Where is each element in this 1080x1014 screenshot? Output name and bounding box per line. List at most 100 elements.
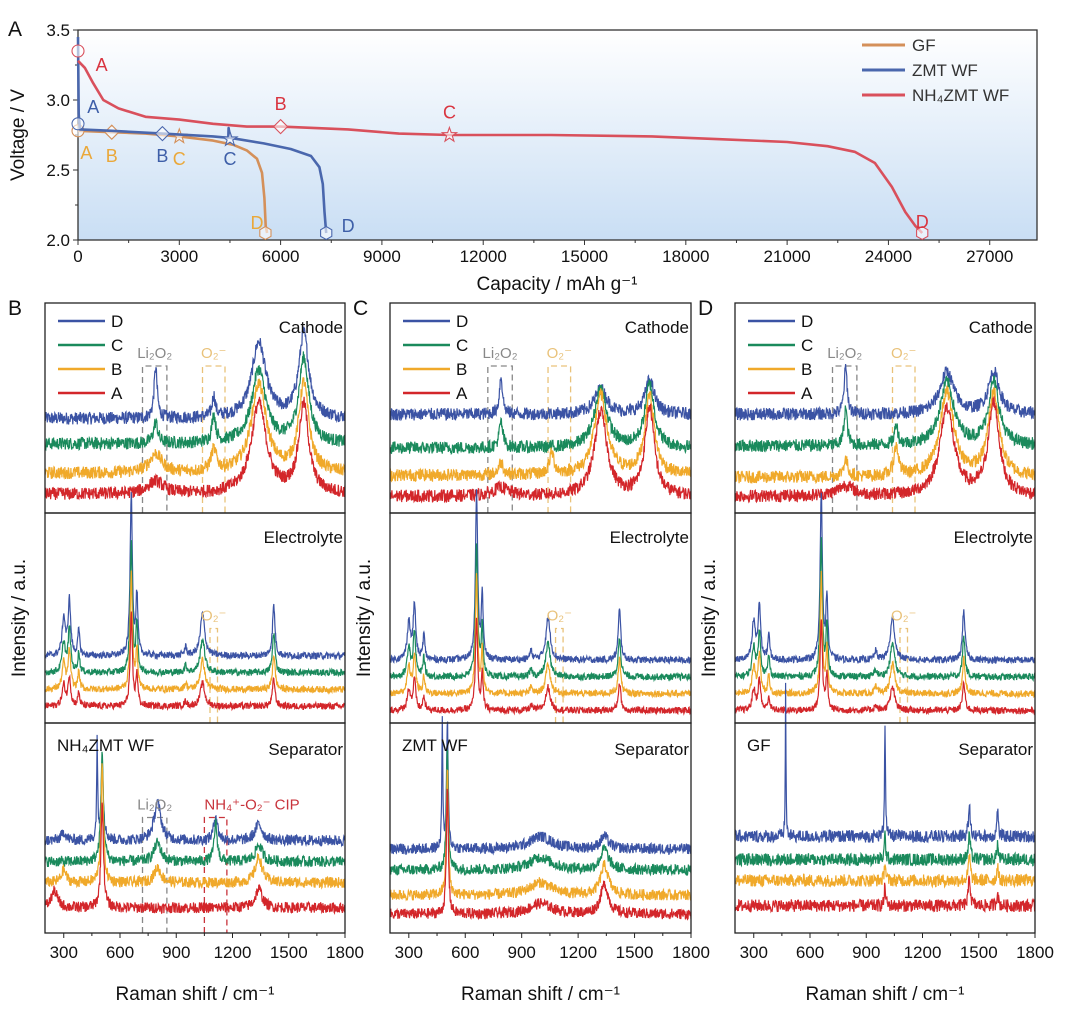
x-tick-label: 900 bbox=[852, 943, 880, 962]
panel-label: C bbox=[353, 297, 368, 320]
spectrum-cathode-c bbox=[45, 351, 345, 452]
spectrum-electrolyte-b bbox=[45, 570, 345, 695]
legend-label: C bbox=[801, 336, 813, 355]
annotation-box bbox=[203, 816, 228, 933]
x-axis-label: Raman shift / cm⁻¹ bbox=[116, 984, 275, 1005]
marker-hexagon bbox=[259, 225, 272, 241]
point-label: A bbox=[80, 143, 92, 163]
spectrum-separator-b bbox=[45, 763, 345, 890]
annotation-label: NH₄⁺-O₂⁻ CIP bbox=[204, 797, 299, 814]
legend-label: NH₄ZMT WF bbox=[912, 86, 1009, 105]
panel-label: B bbox=[8, 297, 22, 320]
section-label: Cathode bbox=[969, 318, 1033, 337]
spectrum-electrolyte-a bbox=[735, 619, 1035, 716]
spectrum-electrolyte-a bbox=[45, 611, 345, 712]
spectrum-cathode-a bbox=[390, 403, 691, 504]
legend-label: D bbox=[801, 312, 813, 331]
x-tick-label: 1500 bbox=[616, 943, 654, 962]
x-tick-label: 1500 bbox=[270, 943, 308, 962]
x-tick-label: 1200 bbox=[214, 943, 252, 962]
section-cathode bbox=[735, 363, 1035, 513]
marker-star bbox=[221, 130, 239, 147]
section-label: Separator bbox=[268, 740, 343, 759]
legend-label: GF bbox=[912, 36, 936, 55]
annotation-label: O₂⁻ bbox=[201, 345, 226, 362]
x-tick-label: 0 bbox=[73, 247, 82, 266]
sample-label: ZMT WF bbox=[402, 736, 468, 755]
x-tick-label: 18000 bbox=[662, 247, 709, 266]
y-tick-label: 3.5 bbox=[46, 21, 70, 40]
sample-label: NH₄ZMT WF bbox=[57, 736, 154, 755]
x-tick-label: 24000 bbox=[865, 247, 912, 266]
panel-label-a: A bbox=[8, 18, 22, 41]
marker-diamond bbox=[272, 118, 289, 135]
spectrum-cathode-b bbox=[45, 377, 345, 480]
section-separator bbox=[45, 734, 345, 933]
marker-diamond bbox=[154, 125, 171, 142]
spectrum-cathode-a bbox=[735, 396, 1035, 504]
section-label: Cathode bbox=[279, 318, 343, 337]
spectrum-electrolyte-c bbox=[735, 537, 1035, 682]
spectrum-electrolyte-d bbox=[735, 492, 1035, 665]
section-label: Cathode bbox=[625, 318, 689, 337]
spectrum-separator-a bbox=[735, 875, 1035, 914]
spectrum-separator-b bbox=[390, 768, 691, 902]
section-frame bbox=[389, 722, 692, 934]
spectrum-separator-d bbox=[735, 682, 1035, 844]
annotation-label: O₂⁻ bbox=[891, 608, 916, 625]
y-tick-label: 2.0 bbox=[46, 231, 70, 250]
x-tick-label: 1200 bbox=[559, 943, 597, 962]
y-axis-label: Voltage / V bbox=[8, 89, 29, 181]
section-frame bbox=[44, 722, 346, 934]
annotation-label: O₂⁻ bbox=[547, 608, 572, 625]
marker-hexagon bbox=[916, 225, 929, 241]
spectrum-cathode-d bbox=[45, 326, 345, 425]
section-electrolyte bbox=[45, 492, 345, 723]
x-tick-label: 1800 bbox=[326, 943, 364, 962]
legend-label: B bbox=[111, 360, 122, 379]
raman-panel-d: D Intensity / a.u. Raman shift / cm⁻¹ Li₂O₂… bbox=[698, 297, 1054, 1005]
annotation-box bbox=[487, 365, 513, 513]
spectrum-separator-d bbox=[390, 716, 691, 856]
annotation-box bbox=[209, 627, 219, 723]
section-label: Electrolyte bbox=[264, 528, 343, 547]
spectrum-separator-d bbox=[45, 734, 345, 848]
spectrum-cathode-b bbox=[735, 385, 1035, 485]
section-label: Separator bbox=[614, 740, 689, 759]
point-label: B bbox=[106, 146, 118, 166]
annotation-box bbox=[141, 365, 168, 513]
x-tick-label: 1800 bbox=[672, 943, 710, 962]
spectrum-separator-a bbox=[45, 802, 345, 915]
y-axis-label: Intensity / a.u. bbox=[354, 559, 375, 677]
spectrum-cathode-c bbox=[390, 379, 691, 456]
spectrum-cathode-a bbox=[45, 396, 345, 501]
section-separator bbox=[735, 682, 1035, 914]
marker-star bbox=[440, 125, 459, 143]
section-label: Electrolyte bbox=[954, 528, 1033, 547]
spectrum-cathode-d bbox=[735, 363, 1035, 421]
spectrum-cathode-c bbox=[735, 375, 1035, 453]
point-label: C bbox=[443, 103, 456, 123]
annotation-label: O₂⁻ bbox=[547, 345, 572, 362]
spectrum-cathode-d bbox=[390, 374, 691, 422]
point-label: C bbox=[173, 149, 186, 169]
annotation-label: O₂⁻ bbox=[891, 345, 916, 362]
x-tick-label: 15000 bbox=[561, 247, 608, 266]
series-line-nh-zmt-wf bbox=[77, 59, 924, 234]
spectrum-separator-c bbox=[390, 748, 691, 877]
spectrum-electrolyte-d bbox=[45, 492, 345, 661]
x-tick-label: 300 bbox=[50, 943, 78, 962]
x-axis-label: Raman shift / cm⁻¹ bbox=[461, 984, 620, 1005]
point-label: B bbox=[156, 146, 168, 166]
x-tick-label: 3000 bbox=[160, 247, 198, 266]
marker-circle bbox=[71, 117, 85, 131]
panel-label: D bbox=[698, 297, 713, 320]
x-tick-label: 27000 bbox=[966, 247, 1013, 266]
legend-label: A bbox=[801, 384, 813, 403]
spectrum-separator-c bbox=[735, 830, 1035, 868]
x-tick-label: 900 bbox=[508, 943, 536, 962]
marker-hexagon bbox=[320, 225, 333, 241]
point-label: B bbox=[275, 94, 287, 114]
x-axis-label: Raman shift / cm⁻¹ bbox=[806, 984, 965, 1005]
annotation-label: Li₂O₂ bbox=[827, 345, 862, 362]
